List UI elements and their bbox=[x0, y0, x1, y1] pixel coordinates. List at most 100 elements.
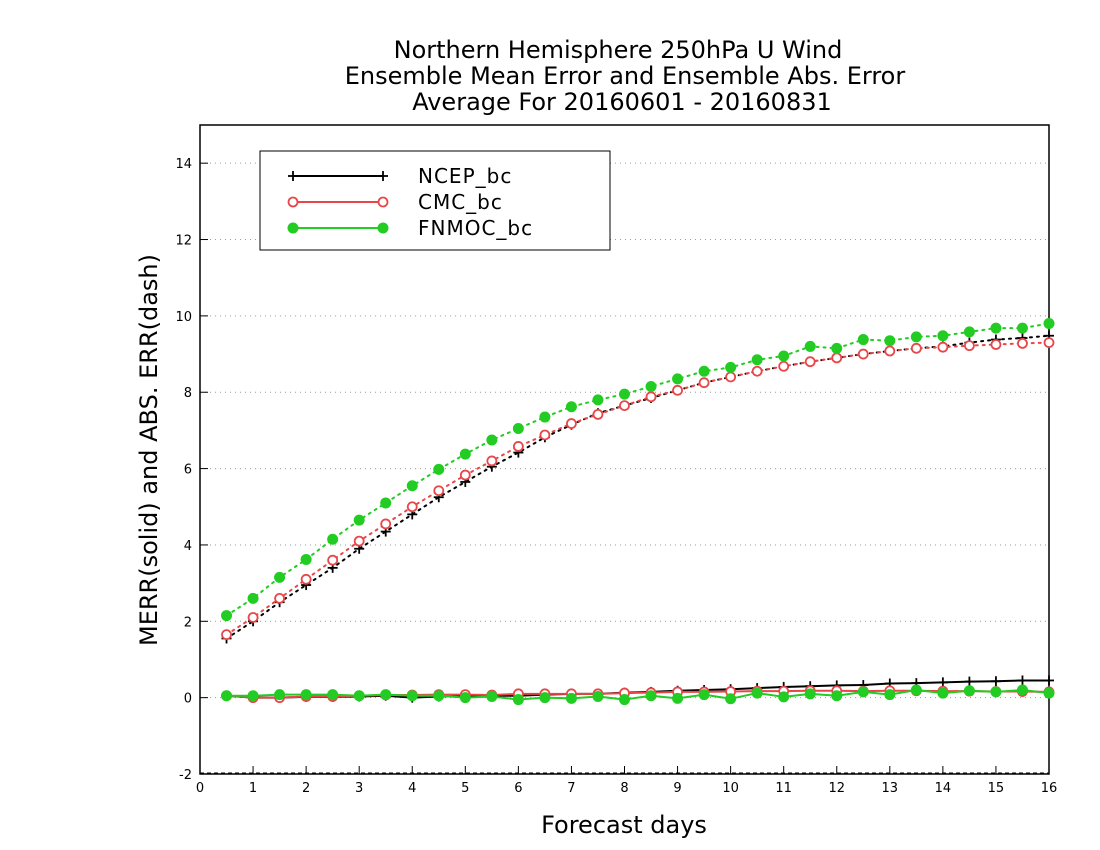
merr-point bbox=[539, 692, 551, 704]
series-NCEP_bc bbox=[221, 330, 1054, 703]
abs-err-point bbox=[857, 348, 869, 360]
x-tick-label: 6 bbox=[514, 781, 522, 796]
legend-marker bbox=[378, 171, 388, 181]
merr-point bbox=[831, 690, 843, 702]
legend-marker bbox=[377, 222, 389, 234]
x-tick-label: 4 bbox=[408, 781, 416, 796]
abs-err-point bbox=[353, 514, 365, 526]
merr-point bbox=[804, 688, 816, 700]
abs-err-point bbox=[380, 497, 392, 509]
abs-err-point bbox=[566, 418, 577, 429]
merr-point bbox=[1016, 684, 1028, 696]
merr-point bbox=[725, 693, 737, 705]
merr-point bbox=[1044, 675, 1054, 686]
abs-err-point bbox=[778, 350, 790, 362]
x-tick-label: 3 bbox=[355, 781, 363, 796]
abs-err-point bbox=[380, 518, 392, 530]
abs-err-line-CMC_bc bbox=[225, 341, 1050, 636]
x-tick-label: 8 bbox=[620, 781, 628, 796]
abs-err-point bbox=[672, 373, 684, 385]
abs-err-point bbox=[274, 592, 285, 604]
abs-err-point bbox=[645, 391, 657, 403]
y-tick-label: 4 bbox=[184, 539, 192, 554]
merr-point bbox=[990, 686, 1002, 698]
abs-err-point bbox=[592, 394, 604, 406]
abs-err-point bbox=[698, 377, 710, 389]
abs-err-point bbox=[565, 401, 577, 413]
merr-point bbox=[512, 694, 524, 706]
abs-err-point bbox=[459, 448, 471, 460]
abs-err-point bbox=[539, 411, 551, 423]
abs-err-point bbox=[539, 429, 551, 441]
legend-label: NCEP_bc bbox=[418, 164, 512, 188]
abs-err-line-NCEP_bc bbox=[225, 334, 1050, 640]
merr-point bbox=[857, 686, 869, 698]
x-tick-label: 15 bbox=[988, 781, 1005, 796]
y-tick-label: 0 bbox=[184, 692, 192, 707]
legend-box bbox=[259, 150, 611, 251]
merr-point bbox=[698, 689, 710, 701]
abs-err-point bbox=[512, 441, 524, 452]
chart-title: Northern Hemisphere 250hPa U Wind Ensemb… bbox=[345, 36, 906, 116]
merr-point bbox=[592, 691, 604, 703]
merr-point bbox=[327, 689, 339, 701]
y-tick-label: 2 bbox=[184, 615, 192, 630]
x-axis-label: Forecast days bbox=[541, 811, 707, 839]
merr-point bbox=[353, 690, 365, 702]
x-tick-label: 5 bbox=[461, 781, 469, 796]
merr-point bbox=[751, 687, 763, 699]
abs-err-point bbox=[672, 384, 683, 396]
abs-err-point bbox=[353, 535, 365, 547]
abs-err-point bbox=[247, 592, 259, 604]
abs-err-point bbox=[751, 354, 763, 366]
merr-point bbox=[1043, 687, 1055, 699]
merr-point bbox=[300, 689, 312, 701]
abs-err-point bbox=[406, 480, 418, 492]
merr-point bbox=[672, 692, 684, 704]
y-tick-label: 6 bbox=[184, 463, 192, 478]
abs-err-point bbox=[990, 322, 1002, 334]
y-tick-label: -2 bbox=[179, 768, 192, 783]
y-tick-label: 12 bbox=[175, 234, 192, 249]
merr-point bbox=[645, 690, 657, 702]
legend-item: FNMOC_bc bbox=[287, 216, 532, 240]
abs-err-point bbox=[486, 434, 498, 446]
merr-point bbox=[380, 689, 392, 701]
series-FNMOC_bc bbox=[221, 318, 1055, 706]
y-tick-label: 8 bbox=[184, 386, 192, 401]
legend-marker bbox=[287, 196, 299, 208]
merr-point bbox=[274, 689, 286, 701]
abs-err-point bbox=[831, 342, 843, 354]
abs-err-point bbox=[619, 400, 630, 411]
abs-err-point bbox=[300, 573, 312, 585]
abs-err-point bbox=[459, 469, 471, 481]
abs-err-point bbox=[512, 423, 524, 435]
x-tick-label: 16 bbox=[1041, 781, 1058, 796]
abs-err-point bbox=[274, 571, 286, 583]
x-tick-label: 14 bbox=[935, 781, 952, 796]
abs-err-point bbox=[327, 533, 339, 545]
x-tick-label: 2 bbox=[302, 781, 310, 796]
legend-label: CMC_bc bbox=[418, 190, 503, 214]
merr-point bbox=[406, 690, 418, 702]
merr-point bbox=[937, 677, 948, 688]
abs-err-point bbox=[698, 365, 710, 377]
merr-point bbox=[486, 691, 498, 703]
abs-err-point bbox=[751, 365, 763, 377]
merr-point bbox=[963, 685, 975, 697]
legend-marker bbox=[287, 222, 299, 234]
x-tick-label: 10 bbox=[722, 781, 739, 796]
legend-item: NCEP_bc bbox=[288, 164, 512, 188]
abs-err-point bbox=[831, 352, 843, 364]
abs-err-point bbox=[1016, 322, 1028, 334]
x-tick-label: 1 bbox=[249, 781, 257, 796]
merr-point bbox=[459, 692, 471, 704]
merr-point bbox=[221, 690, 233, 702]
merr-point bbox=[565, 692, 577, 704]
abs-err-point bbox=[963, 326, 975, 338]
title-line-2: Ensemble Mean Error and Ensemble Abs. Er… bbox=[345, 62, 906, 90]
gridlines bbox=[200, 162, 1049, 774]
y-tick-label: 14 bbox=[175, 157, 192, 172]
